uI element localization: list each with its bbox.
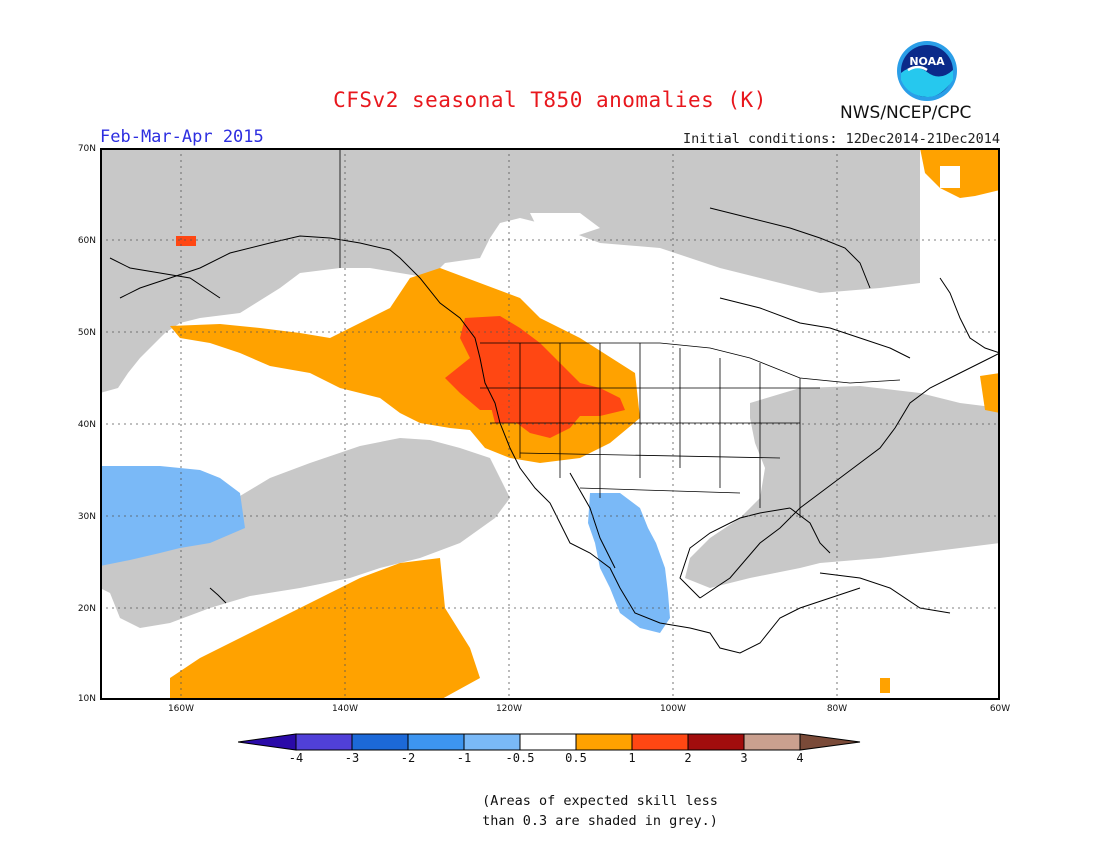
lat-label-40n: 40N [77,420,96,430]
lat-label-30n: 30N [77,512,96,522]
chart-title: CFSv2 seasonal T850 anomalies (K) [333,88,767,112]
noaa-logo: NOAA [897,41,957,101]
colorbar-label: -0.5 [505,751,535,765]
colorbar-label: -2 [400,751,416,765]
colorbar-segment-6 [575,733,633,751]
low-skill-shading [100,148,1000,628]
lat-label-10n: 10N [77,694,96,704]
lat-label-60n: 60N [77,236,96,246]
colorbar-segment-2 [351,733,409,751]
lat-label-20n: 20N [77,604,96,614]
colorbar-label: 1 [628,751,636,765]
lon-label-80w: 80W [826,704,848,714]
colorbar-label: 2 [684,751,692,765]
skill-note-line-1: (Areas of expected skill less [482,793,718,809]
anomaly-map [100,148,1000,700]
colorbar-label: 0.5 [565,751,587,765]
lon-label-60w: 60W [989,704,1011,714]
lon-label-160w: 160W [167,704,195,714]
colorbar [238,733,861,751]
graticule [100,148,1000,700]
logo-text: NOAA [909,55,945,68]
colorbar-segment-5 [519,733,577,751]
map-frame [100,148,1000,700]
colorbar-max-arrow [799,733,861,751]
colorbar-min-arrow [238,733,297,751]
political-boundaries [339,148,901,518]
initial-conditions: Initial conditions: 12Dec2014-21Dec2014 [683,131,1000,147]
colorbar-label: -3 [344,751,360,765]
coastlines [109,207,1000,654]
lat-label-50n: 50N [77,328,96,338]
lon-label-140w: 140W [331,704,359,714]
lat-label-70n: 70N [77,144,96,154]
colorbar-segment-4 [463,733,521,751]
colorbar-segment-9 [743,733,801,751]
forecast-period: Feb-Mar-Apr 2015 [100,127,264,147]
colorbar-segment-8 [687,733,745,751]
colorbar-label: -4 [288,751,304,765]
colorbar-label: -1 [456,751,472,765]
colorbar-segment-3 [407,733,465,751]
colorbar-segment-7 [631,733,689,751]
lon-label-100w: 100W [659,704,687,714]
colorbar-segment-1 [295,733,353,751]
lon-label-120w: 120W [495,704,523,714]
colorbar-label: 4 [796,751,804,765]
colorbar-label: 3 [740,751,748,765]
skill-note-line-2: than 0.3 are shaded in grey.) [482,813,718,829]
agency-label: NWS/NCEP/CPC [840,103,972,123]
